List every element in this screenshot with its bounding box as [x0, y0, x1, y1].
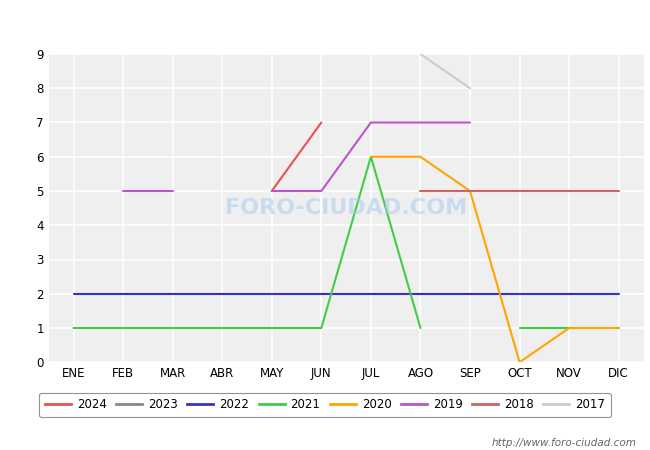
Text: FORO-CIUDAD.COM: FORO-CIUDAD.COM: [225, 198, 467, 218]
Legend: 2024, 2023, 2022, 2021, 2020, 2019, 2018, 2017: 2024, 2023, 2022, 2021, 2020, 2019, 2018…: [39, 392, 611, 418]
Text: Afiliados en Navatejares a 31/5/2024: Afiliados en Navatejares a 31/5/2024: [158, 14, 492, 33]
Text: http://www.foro-ciudad.com: http://www.foro-ciudad.com: [492, 438, 637, 448]
